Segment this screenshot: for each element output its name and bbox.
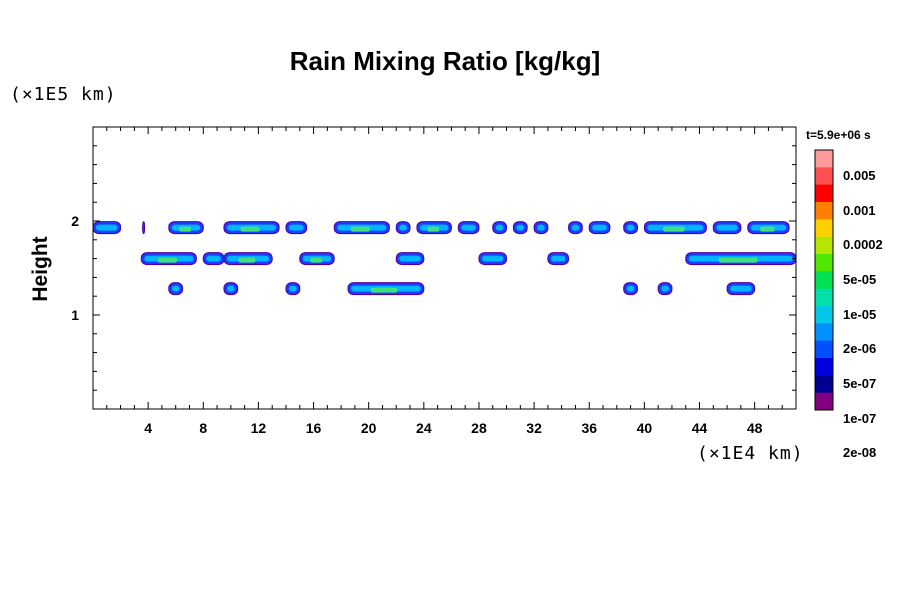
rain-cell-peak [310, 257, 323, 263]
x-tick-label: 24 [416, 420, 432, 436]
colorbar-swatch [815, 323, 833, 342]
rain-cell-core [626, 285, 635, 292]
colorbar-swatch [815, 219, 833, 238]
rain-cell-core [461, 224, 476, 231]
colorbar-label: 0.0002 [843, 237, 883, 253]
x-tick-label: 20 [361, 420, 377, 436]
x-tick-label: 44 [692, 420, 708, 436]
colorbar-frame [814, 149, 834, 411]
y-axis-unit: (×1E5 km) [10, 84, 117, 105]
rain-cell-core [96, 224, 118, 231]
x-tick-label: 12 [251, 420, 267, 436]
colorbar-swatch [815, 150, 833, 168]
colorbar-label: 1e-07 [843, 410, 877, 426]
rain-cell-core [399, 224, 408, 231]
colorbar-swatch [815, 254, 833, 272]
rain-cell-core [288, 285, 297, 292]
colorbar-swatch [815, 167, 833, 186]
rain-cell-core [495, 224, 504, 231]
rain-cell-core [550, 255, 566, 262]
colorbar-swatch [815, 340, 833, 359]
x-tick-label: 36 [581, 420, 597, 436]
rain-cell-core [716, 224, 738, 231]
rain-cell-peak [662, 226, 685, 232]
colorbar-label: 0.005 [843, 168, 876, 183]
rain-cell-core [226, 285, 235, 292]
colorbar-swatch [815, 306, 833, 324]
rain-cell-core [730, 285, 752, 292]
time-label: t=5.9e+06 s [806, 128, 871, 142]
rain-cell-peak [179, 226, 192, 232]
rain-cell-peak [370, 287, 398, 293]
rain-cell-peak [718, 257, 758, 263]
rain-cell-peak [240, 226, 260, 232]
rain-cell-core [399, 255, 421, 262]
rain-cell-core [171, 285, 180, 292]
x-tick-label: 28 [471, 420, 487, 436]
colorbar-label: 2e-06 [843, 341, 877, 357]
colorbar-swatch [815, 271, 833, 290]
x-tick-label: 8 [199, 420, 207, 436]
x-tick-label: 32 [526, 420, 542, 436]
rain-cell-peak [157, 257, 178, 263]
colorbar-label: 5e-07 [843, 376, 877, 391]
colorbar-swatch [815, 288, 833, 307]
y-tick-label: 1 [71, 307, 79, 323]
rain-cell-core [481, 255, 504, 262]
rain-cell-peak [238, 257, 256, 263]
colorbar-swatch [815, 184, 833, 203]
x-tick-label: 16 [306, 420, 322, 436]
rain-cell-core [661, 285, 669, 292]
rain-cell-core [626, 224, 635, 231]
rain-cell-core [537, 224, 545, 231]
x-axis-unit: (×1E4 km) [697, 443, 804, 464]
chart-title: Rain Mixing Ratio [kg/kg] [289, 46, 601, 76]
x-tick-label: 40 [637, 420, 653, 436]
colorbar-label: 1e-05 [843, 306, 877, 322]
rain-cell-peak [760, 226, 775, 232]
colorbar-swatch [815, 358, 833, 376]
plot-frame [92, 126, 797, 410]
rain-cell-core [288, 224, 304, 231]
colorbar-swatch [815, 375, 833, 394]
colorbar-swatch [815, 202, 833, 220]
rain-cell-peak [350, 226, 371, 232]
x-tick-label: 48 [747, 420, 763, 436]
colorbar-label: 5e-05 [843, 272, 877, 287]
colorbar-swatch [815, 236, 833, 255]
rain-cell-core [516, 224, 525, 231]
rain-cell-peak [427, 226, 440, 232]
colorbar-swatch [815, 392, 833, 411]
rain-cell [142, 221, 146, 235]
rain-cell-core [592, 224, 607, 231]
rain-cell-core [206, 255, 221, 262]
colorbar-label: 2e-08 [843, 445, 877, 461]
x-tick-label: 4 [144, 420, 152, 436]
y-tick-label: 2 [71, 213, 79, 229]
rain-cell-core [571, 224, 580, 231]
colorbar-label: 0.001 [843, 202, 876, 218]
